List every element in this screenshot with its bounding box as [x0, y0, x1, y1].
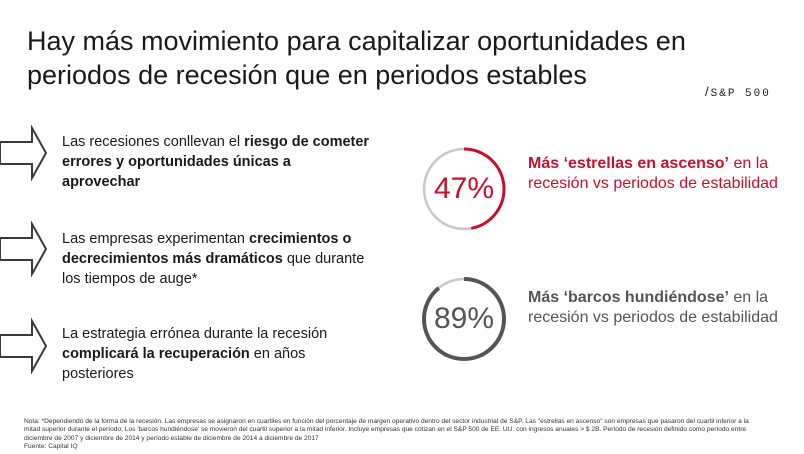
ring-progress [422, 147, 506, 231]
brand-label: / S&P 500 [705, 84, 771, 100]
footnote-line: Nota: *Dependiendo de la forma de la rec… [24, 418, 749, 425]
point-text: Las recesiones conllevan el [62, 134, 245, 150]
arrow-right-icon [0, 221, 48, 277]
arrow-right-icon [0, 318, 48, 374]
point-errors: Las recesiones conllevan el riesgo de co… [62, 132, 372, 192]
point-emphasis: complicará la recuperación [62, 346, 250, 362]
brand-slash: / [705, 84, 709, 99]
sinking-ships-value: 89% [433, 302, 495, 335]
point-strategy: La estrategia errónea durante la recesió… [62, 324, 372, 384]
point-emphasis: crecimientos o decrecimientos más dramát… [62, 231, 352, 267]
rising-stars-value: 47% [433, 172, 495, 205]
point-growth: Las empresas experimentan crecimientos o… [62, 229, 372, 289]
point-text: que durante los tiempos de auge* [62, 251, 365, 287]
stat-rest: en la recesión vs periodos de estabilida… [528, 155, 778, 192]
ring-progress [422, 277, 506, 361]
footnote: Nota: *Dependiendo de la forma de la rec… [24, 418, 794, 452]
point-text: Las empresas experimentan [62, 231, 249, 247]
sinking-ships-ring [422, 277, 506, 361]
rising-stars-ring [422, 147, 506, 231]
title-line-2: periodos de recesión que en periodos est… [27, 60, 587, 90]
stat-rest: en la recesión vs periodos de estabilida… [528, 289, 778, 326]
footnote-line: mitad superior durante el período; Los '… [24, 426, 747, 434]
sinking-ships-text: Más ‘barcos hundiéndose’ en la recesión … [528, 288, 793, 328]
point-emphasis: riesgo de cometer errores y oportunidade… [62, 134, 370, 190]
stat-highlight: Más ‘estrellas en ascenso’ [528, 155, 729, 172]
point-text: en años posteriores [62, 346, 306, 382]
page-title: Hay más movimiento para capitalizar opor… [27, 24, 727, 92]
point-text: La estrategia errónea durante la recesió… [62, 326, 328, 342]
brand-text: S&P 500 [710, 88, 771, 100]
rising-stars-text: Más ‘estrellas en ascenso’ en la recesió… [528, 154, 793, 194]
title-line-1: Hay más movimiento para capitalizar opor… [27, 26, 686, 56]
arrow-right-icon [0, 125, 48, 181]
stat-highlight: Más ‘barcos hundiéndose’ [528, 289, 729, 306]
footnote-source: Fuente: Capital IQ [24, 443, 78, 451]
footnote-line: diciembre de 2007 y diciembre de 2014 y … [24, 434, 319, 442]
